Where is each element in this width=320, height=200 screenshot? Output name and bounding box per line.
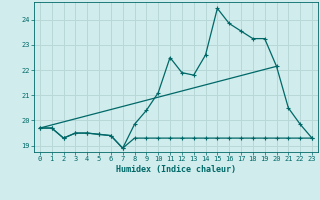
X-axis label: Humidex (Indice chaleur): Humidex (Indice chaleur) [116,165,236,174]
